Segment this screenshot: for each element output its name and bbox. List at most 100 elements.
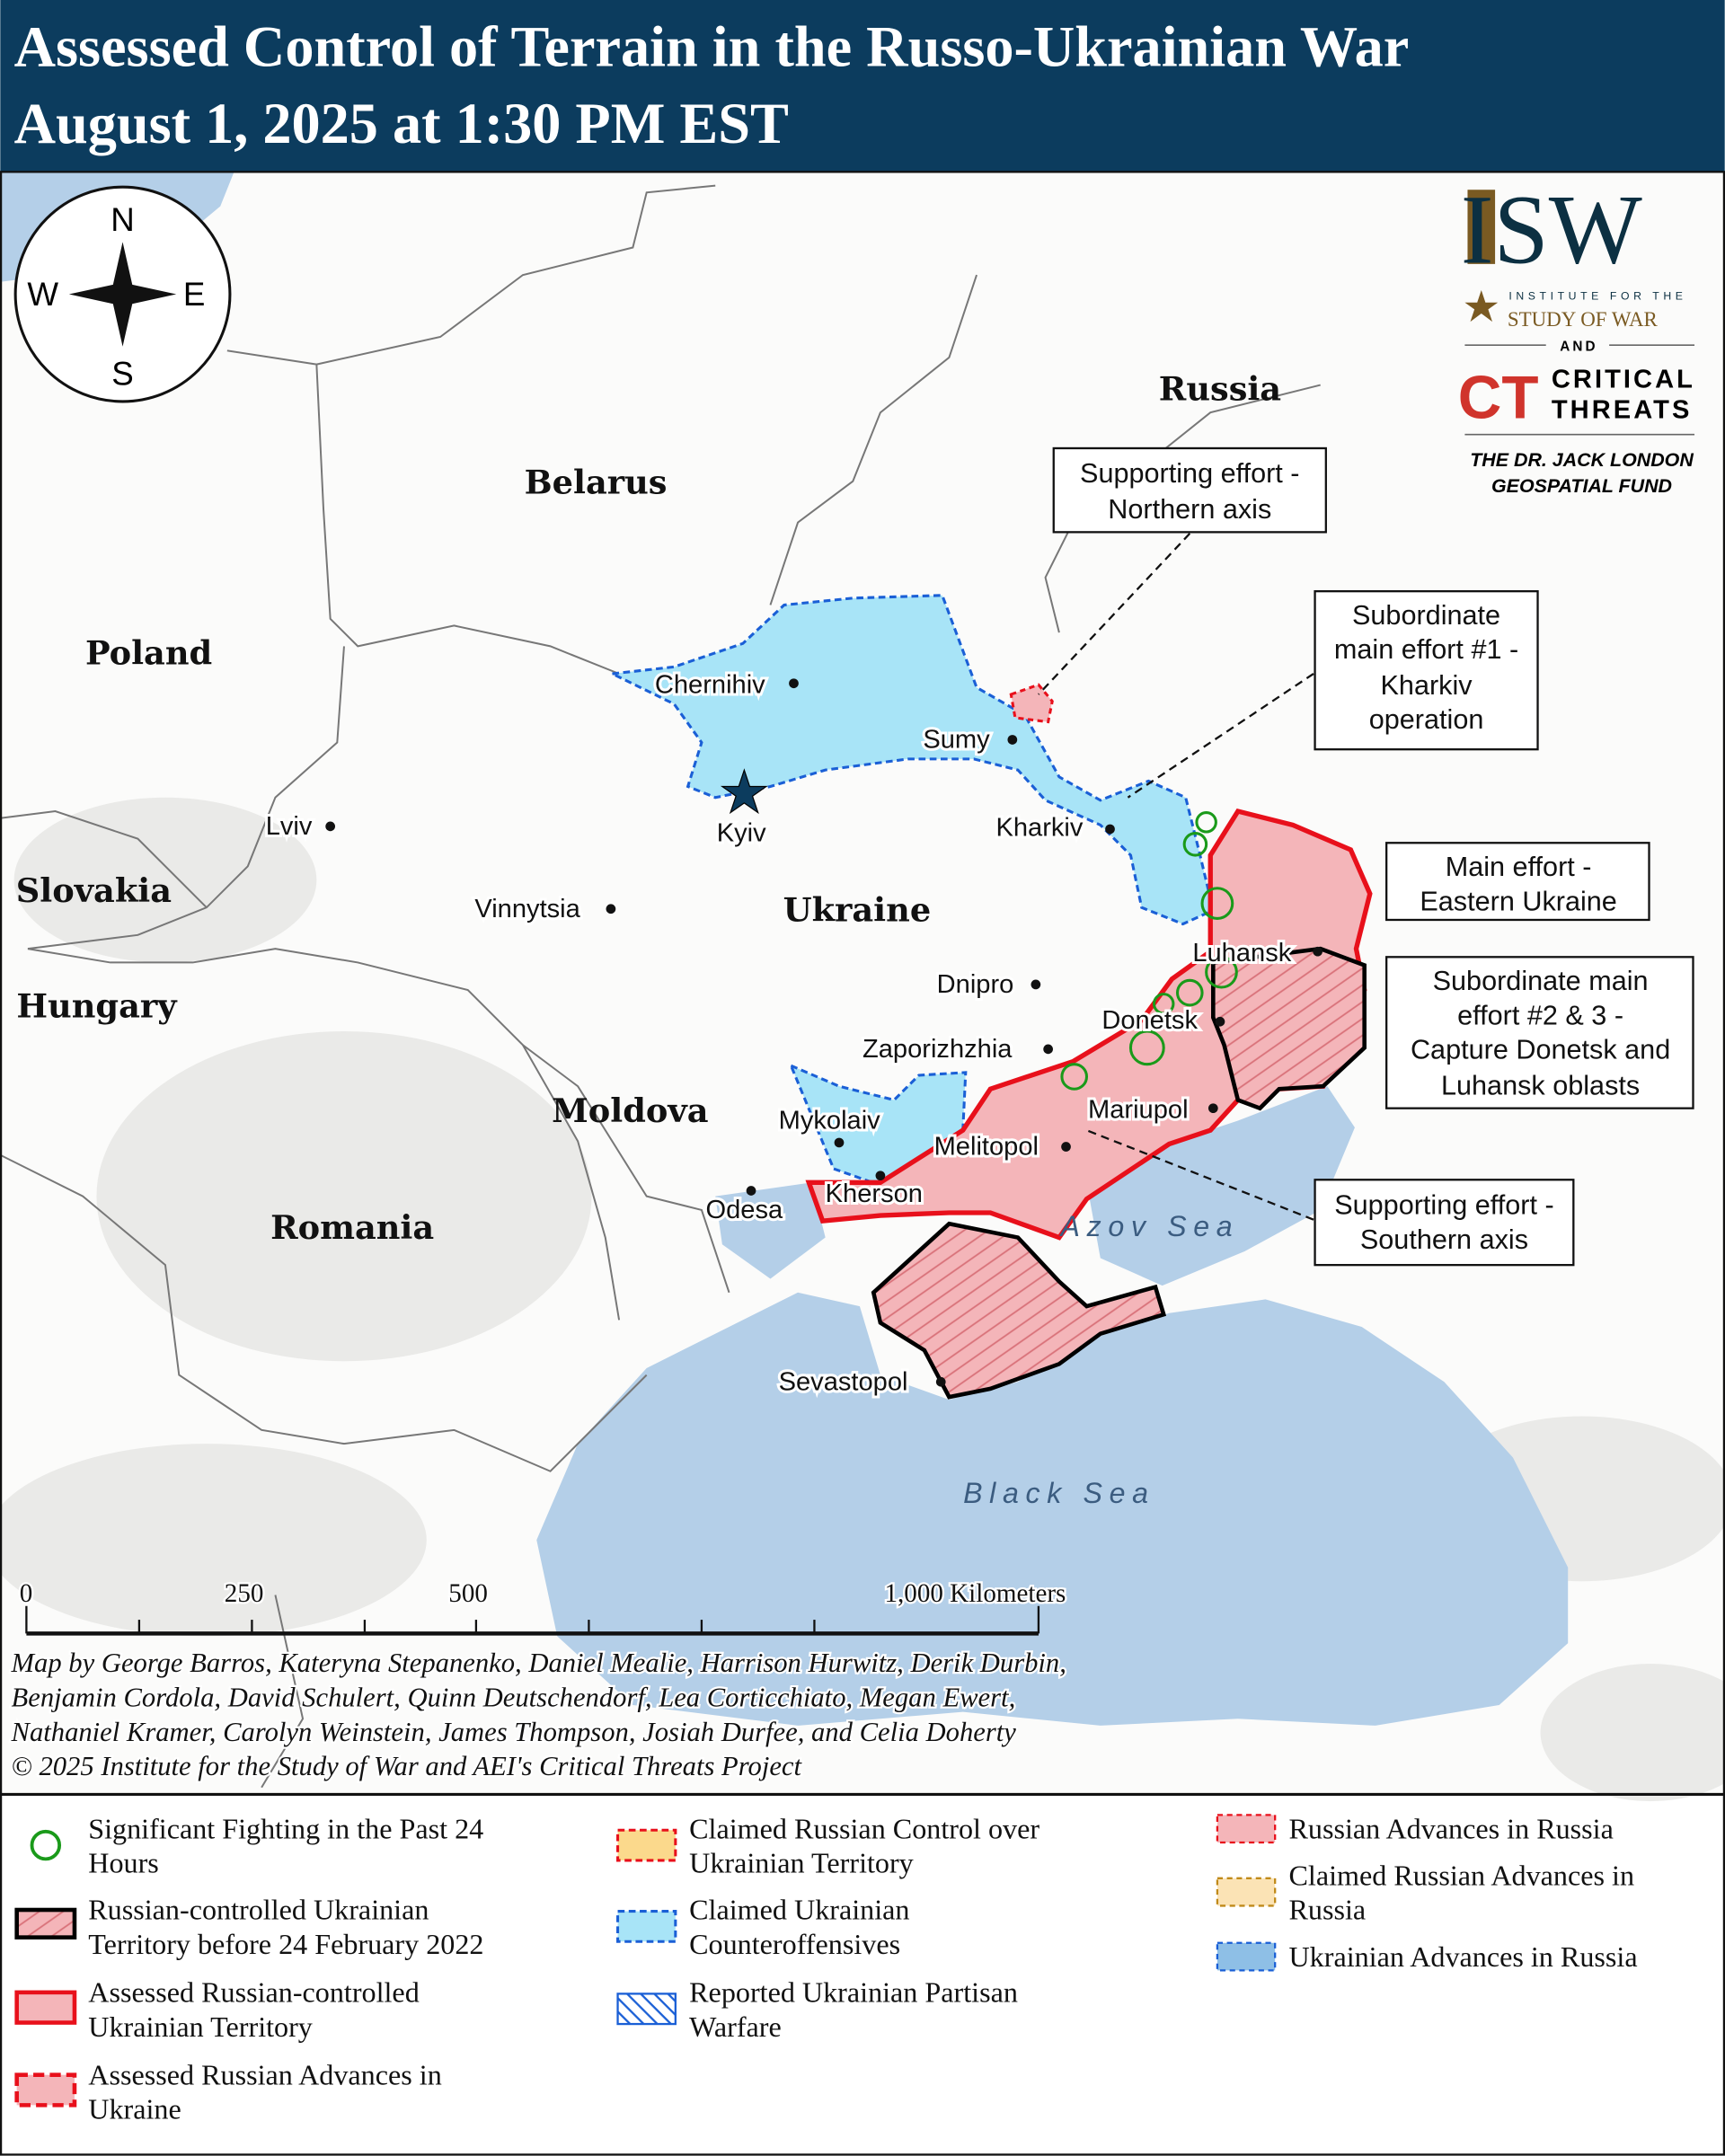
country-borders <box>0 184 1321 1789</box>
legend: Significant Fighting in the Past 24 Hour… <box>14 1812 1638 2125</box>
svg-text:Sumy: Sumy <box>923 726 990 755</box>
svg-text:Chernihiv: Chernihiv <box>655 670 765 699</box>
svg-text:0: 0 <box>20 1579 33 1608</box>
svg-text:Claimed Ukrainian: Claimed Ukrainian <box>689 1894 909 1926</box>
legend-item-claimed-counteroffensives: Claimed Ukrainian Counteroffensives <box>616 1894 909 1960</box>
legend-item-russian-advances-russia: Russian Advances in Russia <box>1216 1812 1614 1844</box>
tan-dashed-swatch-icon <box>1216 1877 1277 1907</box>
terrain-shading <box>0 797 1725 1802</box>
svg-text:Zaporizhzhia: Zaporizhzhia <box>862 1035 1013 1064</box>
svg-text:Supporting effort -: Supporting effort - <box>1080 458 1299 489</box>
label-poland: Poland <box>85 633 212 672</box>
svg-text:Odesa: Odesa <box>706 1196 784 1224</box>
svg-text:Main effort -: Main effort - <box>1446 852 1592 882</box>
svg-text:Dnipro: Dnipro <box>937 970 1014 999</box>
svg-text:© 2025 Institute for the Study: © 2025 Institute for the Study of War an… <box>12 1751 803 1781</box>
isw-ct-logo: ISW INSTITUTE FOR THE STUDY OF WAR AND C… <box>1458 174 1695 497</box>
svg-text:Counteroffensives: Counteroffensives <box>689 1928 900 1960</box>
svg-text:Assessed Russian Advances in: Assessed Russian Advances in <box>88 2058 442 2090</box>
callout-southern: Supporting effort - Southern axis <box>1314 1179 1575 1267</box>
map-area[interactable]: N S E W ISW INSTITUTE FOR THE STUDY OF W… <box>0 172 1725 1802</box>
svg-text:Kherson: Kherson <box>826 1180 923 1208</box>
label-belarus: Belarus <box>525 463 668 501</box>
hatched-swatch-icon <box>14 1907 77 1940</box>
title-line-1: Assessed Control of Terrain in the Russo… <box>14 14 1410 78</box>
svg-text:Kharkiv: Kharkiv <box>1381 670 1473 701</box>
callout-donetsk-luhansk: Subordinate main effort #2 & 3 - Capture… <box>1385 956 1694 1109</box>
orange-dashed-swatch-icon <box>616 1828 677 1862</box>
svg-text:Melitopol: Melitopol <box>934 1133 1039 1162</box>
svg-text:STUDY OF WAR: STUDY OF WAR <box>1508 308 1659 331</box>
svg-text:1,000 Kilometers: 1,000 Kilometers <box>884 1579 1066 1608</box>
svg-text:main effort #1 -: main effort #1 - <box>1334 634 1518 665</box>
pink-dashed-small-swatch-icon <box>1216 1814 1277 1844</box>
svg-text:N: N <box>111 201 135 238</box>
pre-2022-donbas <box>1211 946 1367 1111</box>
svg-text:AND: AND <box>1560 339 1597 354</box>
svg-text:Reported Ukrainian Partisan: Reported Ukrainian Partisan <box>689 1976 1018 2009</box>
svg-text:Luhansk oblasts: Luhansk oblasts <box>1441 1070 1640 1100</box>
svg-text:Mariupol: Mariupol <box>1088 1095 1189 1124</box>
label-azov-sea: Azov Sea <box>1059 1210 1240 1242</box>
compass-star-icon <box>68 242 177 347</box>
svg-text:Territory before 24 February 2: Territory before 24 February 2022 <box>88 1928 483 1960</box>
svg-text:Benjamin Cordola, David Schule: Benjamin Cordola, David Schulert, Quinn … <box>12 1682 1016 1712</box>
svg-text:CRITICAL: CRITICAL <box>1552 366 1695 394</box>
svg-text:Subordinate main: Subordinate main <box>1433 966 1649 996</box>
legend-item-pre-2022: Russian-controlled Ukrainian Territory b… <box>14 1894 483 1960</box>
country-labels: Russia Belarus Poland Slovakia Hungary M… <box>16 369 1281 1247</box>
callout-northern-axis: Supporting effort - Northern axis <box>1052 446 1327 534</box>
star-icon <box>1464 289 1499 323</box>
svg-text:Vinnytsia: Vinnytsia <box>474 895 580 923</box>
azov-sea <box>1086 1086 1355 1286</box>
label-hungary: Hungary <box>16 987 178 1026</box>
svg-text:Hours: Hours <box>88 1847 159 1879</box>
svg-text:Russian-controlled Ukrainian: Russian-controlled Ukrainian <box>88 1894 429 1926</box>
crimea <box>871 1221 1167 1400</box>
light-blue-dashed-swatch-icon <box>616 1910 677 1943</box>
compass-rose: N S E W <box>13 185 232 403</box>
header-bar <box>0 0 1725 172</box>
callout-eastern: Main effort - Eastern Ukraine <box>1385 842 1650 922</box>
svg-text:Sevastopol: Sevastopol <box>779 1367 908 1396</box>
legend-item-claimed-control: Claimed Russian Control over Ukrainian T… <box>616 1812 1039 1879</box>
svg-text:Eastern Ukraine: Eastern Ukraine <box>1420 886 1616 916</box>
svg-text:THREATS: THREATS <box>1552 395 1693 424</box>
svg-text:Russian Advances in Russia: Russian Advances in Russia <box>1288 1812 1613 1844</box>
svg-text:Claimed Russian Control over: Claimed Russian Control over <box>689 1812 1039 1844</box>
svg-text:Supporting effort -: Supporting effort - <box>1334 1190 1553 1221</box>
green-circle-icon <box>30 1829 62 1861</box>
svg-text:Ukrainian Territory: Ukrainian Territory <box>689 1847 914 1879</box>
kyiv-star-icon <box>720 768 768 815</box>
label-black-sea: Black Sea <box>963 1477 1155 1509</box>
pink-swatch-icon <box>14 1990 77 2025</box>
russian-advances-in-russia <box>1009 683 1054 724</box>
blue-dashed-swatch-icon <box>1216 1941 1277 1972</box>
label-slovakia: Slovakia <box>16 871 172 910</box>
svg-text:Ukrainian Territory: Ukrainian Territory <box>88 2010 313 2043</box>
svg-text:S: S <box>111 356 134 393</box>
svg-text:Ukrainian Advances in Russia: Ukrainian Advances in Russia <box>1288 1940 1637 1973</box>
black-sea <box>536 1292 1569 1726</box>
svg-text:THE DR. JACK LONDON: THE DR. JACK LONDON <box>1470 449 1694 471</box>
svg-text:GEOSPATIAL FUND: GEOSPATIAL FUND <box>1491 475 1672 497</box>
svg-text:Subordinate: Subordinate <box>1352 600 1500 631</box>
svg-text:INSTITUTE FOR THE: INSTITUTE FOR THE <box>1508 290 1686 303</box>
city-markers <box>325 678 1322 1387</box>
svg-text:Northern axis: Northern axis <box>1108 494 1271 525</box>
svg-text:Capture Donetsk and: Capture Donetsk and <box>1411 1035 1670 1065</box>
svg-text:Southern axis: Southern axis <box>1360 1224 1528 1255</box>
svg-text:500: 500 <box>448 1579 488 1608</box>
label-moldova: Moldova <box>552 1091 708 1130</box>
blue-hatched-swatch-icon <box>616 1993 677 2026</box>
legend-item-significant-fighting: Significant Fighting in the Past 24 Hour… <box>30 1812 483 1879</box>
pink-dashed-swatch-icon <box>14 2072 77 2107</box>
svg-text:Claimed Russian Advances in: Claimed Russian Advances in <box>1288 1859 1634 1891</box>
svg-text:Assessed Russian-controlled: Assessed Russian-controlled <box>88 1976 420 2009</box>
label-romania: Romania <box>270 1208 434 1247</box>
svg-text:250: 250 <box>225 1579 264 1608</box>
svg-text:Russia: Russia <box>1288 1894 1366 1926</box>
svg-text:CT: CT <box>1458 364 1539 431</box>
scale-bar: 0 250 500 1,000 Kilometers <box>17 1577 1068 1636</box>
